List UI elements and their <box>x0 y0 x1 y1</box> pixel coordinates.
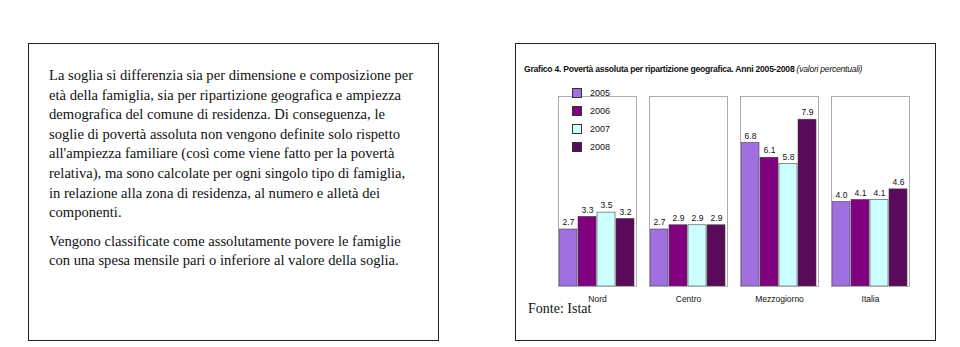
svg-text:2.9: 2.9 <box>692 213 704 223</box>
svg-text:4.0: 4.0 <box>836 190 848 200</box>
html-text:2008: 2008 <box>590 142 610 152</box>
svg-text:Centro: Centro <box>676 294 702 304</box>
svg-text:2.7: 2.7 <box>563 217 575 227</box>
html-text:2005: 2005 <box>590 88 610 98</box>
html-text:Fonte: Istat: Fonte: Istat <box>528 301 592 316</box>
svg-text:Mezzogiorno: Mezzogiorno <box>755 294 804 304</box>
svg-text:4.1: 4.1 <box>874 188 886 198</box>
svg-text:5.8: 5.8 <box>783 152 795 162</box>
html-text:Grafico 4. Povertà assoluta pe: Grafico 4. Povertà assoluta per ripartiz… <box>524 64 863 74</box>
html-text:2006: 2006 <box>590 106 610 116</box>
svg-text:2.9: 2.9 <box>711 213 723 223</box>
svg-text:6.1: 6.1 <box>764 145 776 155</box>
svg-text:Italia: Italia <box>862 294 880 304</box>
svg-text:7.9: 7.9 <box>802 107 814 117</box>
svg-text:3.3: 3.3 <box>582 205 594 215</box>
svg-text:2.7: 2.7 <box>654 217 666 227</box>
svg-text:2.9: 2.9 <box>673 213 685 223</box>
svg-text:3.5: 3.5 <box>601 200 613 210</box>
svg-text:6.8: 6.8 <box>745 131 757 141</box>
svg-text:3.2: 3.2 <box>620 207 632 217</box>
svg-text:4.1: 4.1 <box>855 188 867 198</box>
svg-text:4.6: 4.6 <box>893 177 905 187</box>
html-text:2007: 2007 <box>590 124 610 134</box>
svg-text:Nord: Nord <box>588 293 607 304</box>
html-text:Vengono classificate come asso: Vengono classificate come assolutamente … <box>49 232 401 269</box>
html-text:La soglia si differenzia sia p: La soglia si differenzia sia per dimensi… <box>49 67 413 221</box>
